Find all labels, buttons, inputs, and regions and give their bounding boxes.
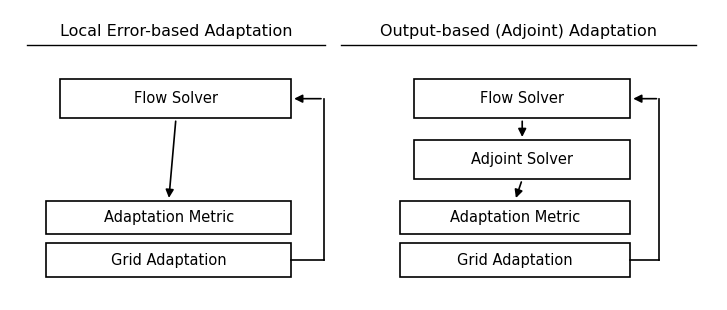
FancyBboxPatch shape (414, 140, 630, 179)
Text: Adjoint Solver: Adjoint Solver (471, 152, 573, 167)
Text: Flow Solver: Flow Solver (481, 91, 564, 106)
FancyBboxPatch shape (400, 243, 630, 277)
Text: Local Error-based Adaptation: Local Error-based Adaptation (60, 24, 292, 39)
FancyBboxPatch shape (60, 79, 292, 118)
FancyBboxPatch shape (414, 79, 630, 118)
Text: Grid Adaptation: Grid Adaptation (111, 253, 227, 268)
FancyBboxPatch shape (400, 201, 630, 234)
Text: Flow Solver: Flow Solver (134, 91, 218, 106)
Text: Adaptation Metric: Adaptation Metric (103, 210, 234, 225)
Text: Output-based (Adjoint) Adaptation: Output-based (Adjoint) Adaptation (380, 24, 657, 39)
Text: Adaptation Metric: Adaptation Metric (450, 210, 580, 225)
FancyBboxPatch shape (46, 243, 292, 277)
Text: Grid Adaptation: Grid Adaptation (457, 253, 573, 268)
FancyBboxPatch shape (46, 201, 292, 234)
